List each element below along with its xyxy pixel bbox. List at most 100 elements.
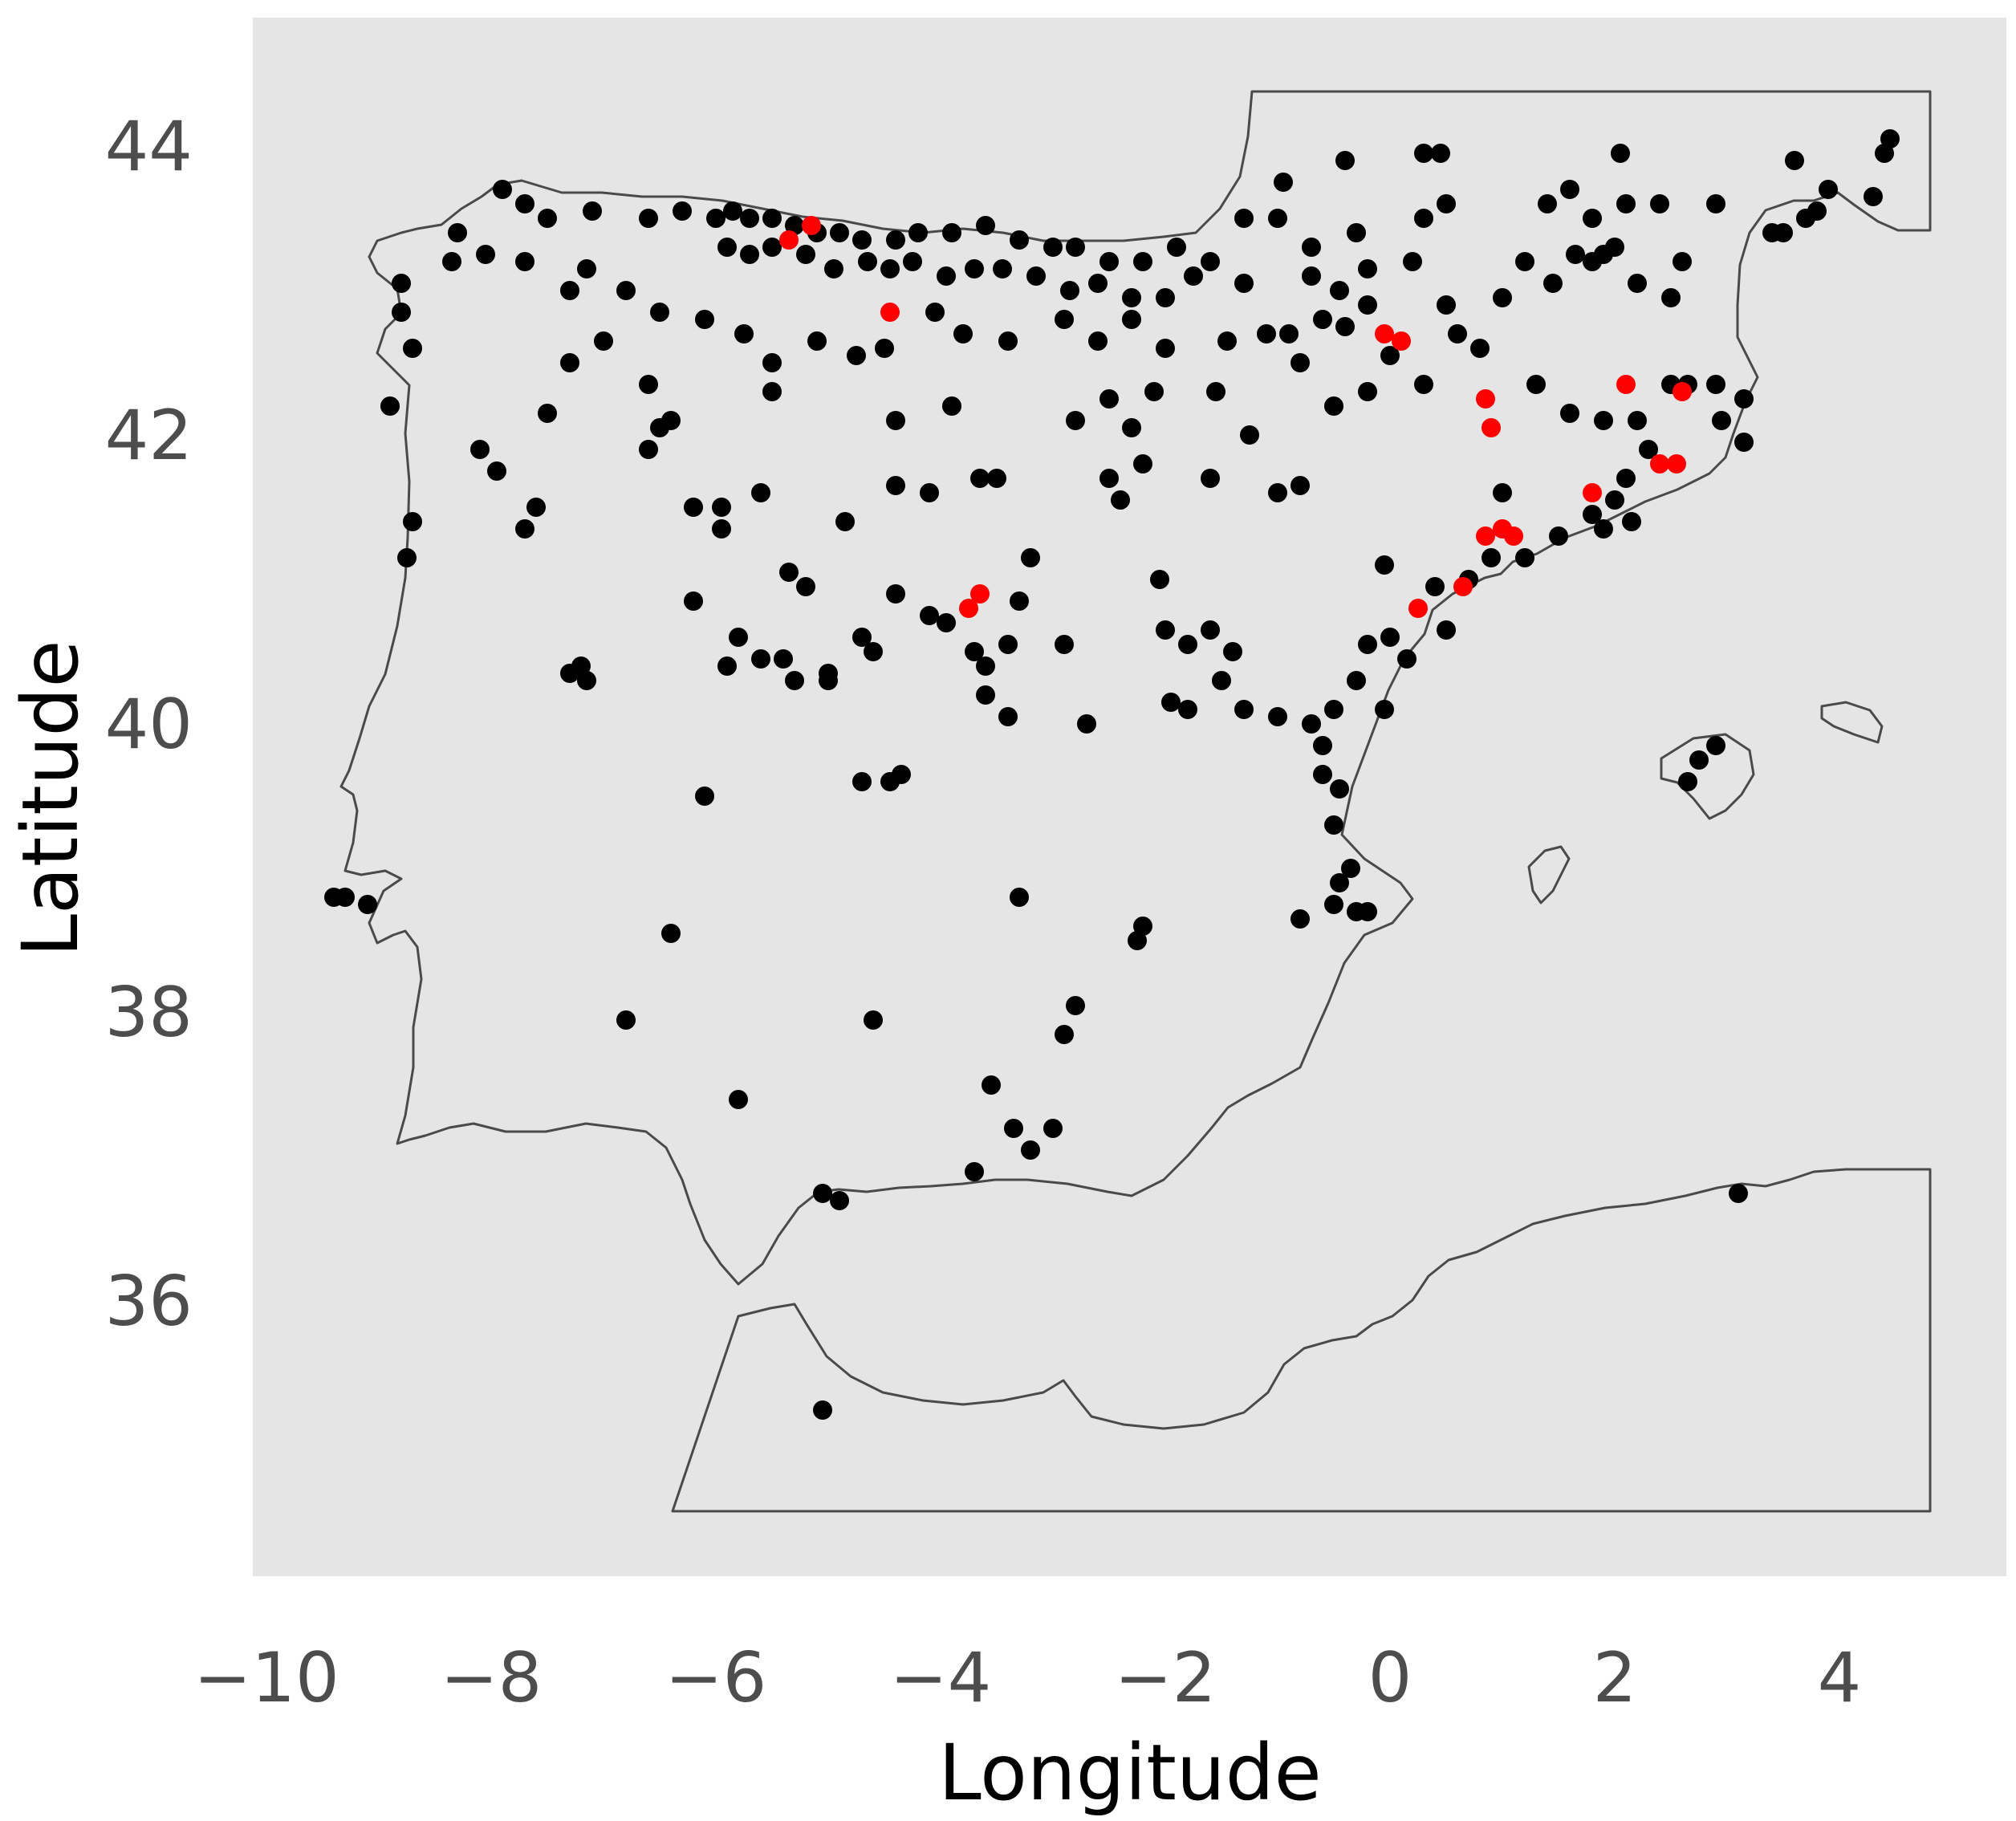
- occurrence-point: [965, 259, 984, 278]
- occurrence-point: [1184, 266, 1203, 286]
- occurrence-point: [1156, 620, 1175, 640]
- occurrence-point: [1358, 902, 1377, 921]
- occurrence-point: [1122, 310, 1141, 329]
- occurrence-point: [858, 252, 877, 271]
- occurrence-point: [970, 584, 990, 604]
- x-tick-label: 0: [1368, 1638, 1412, 1718]
- occurrence-point: [729, 1090, 748, 1109]
- occurrence-point: [1133, 917, 1152, 936]
- occurrence-point: [1335, 151, 1355, 170]
- occurrence-point: [1066, 996, 1085, 1015]
- occurrence-point: [526, 498, 546, 517]
- occurrence-point: [1077, 714, 1096, 734]
- occurrence-point: [819, 671, 838, 690]
- occurrence-point: [1605, 490, 1624, 510]
- occurrence-point: [1156, 339, 1175, 358]
- occurrence-point: [1240, 425, 1259, 445]
- occurrence-point: [762, 209, 782, 228]
- occurrence-point: [1133, 454, 1152, 474]
- occurrence-point: [1734, 433, 1754, 452]
- occurrence-point: [751, 649, 770, 669]
- occurrence-point: [1734, 389, 1754, 409]
- occurrence-point: [1324, 895, 1343, 914]
- occurrence-point: [1330, 281, 1349, 300]
- occurrence-point: [1650, 454, 1669, 474]
- occurrence-point: [998, 635, 1018, 654]
- occurrence-point: [476, 245, 495, 264]
- occurrence-point: [1234, 274, 1254, 293]
- occurrence-point: [1150, 570, 1169, 589]
- x-axis: −10 −8 −6 −4 −2 0 2 4 Longitude: [193, 1638, 1861, 1818]
- occurrence-point: [1414, 144, 1433, 163]
- occurrence-point: [864, 642, 883, 661]
- occurrence-point: [1543, 274, 1563, 293]
- occurrence-point: [1026, 266, 1046, 286]
- occurrence-point: [1639, 440, 1658, 459]
- occurrence-point: [639, 375, 658, 394]
- occurrence-point: [937, 613, 956, 632]
- occurrence-point: [1144, 382, 1164, 401]
- occurrence-point: [577, 671, 596, 690]
- occurrence-point: [1290, 353, 1310, 372]
- occurrence-point: [1453, 577, 1473, 596]
- occurrence-point: [1341, 859, 1360, 878]
- occurrence-point: [1302, 238, 1321, 257]
- occurrence-point: [717, 238, 737, 257]
- occurrence-point: [740, 209, 759, 228]
- y-tick-label: 40: [105, 685, 193, 765]
- occurrence-point: [1330, 779, 1349, 799]
- occurrence-point: [1762, 223, 1782, 242]
- occurrence-point: [1785, 151, 1804, 170]
- occurrence-point: [852, 628, 872, 647]
- occurrence-point: [796, 245, 815, 264]
- occurrence-point: [1712, 411, 1731, 430]
- plot-panel: [253, 18, 2006, 1576]
- y-tick-label: 36: [105, 1262, 193, 1342]
- ibiza-outline: [1527, 845, 1571, 904]
- occurrence-point: [762, 238, 782, 257]
- occurrence-point: [1437, 295, 1456, 315]
- occurrence-point: [1178, 635, 1197, 654]
- occurrence-point: [1706, 375, 1725, 394]
- occurrence-point: [1043, 238, 1063, 257]
- occurrence-point: [493, 180, 512, 199]
- occurrence-point: [1358, 295, 1377, 315]
- occurrence-point: [1324, 396, 1343, 416]
- occurrence-point: [1274, 173, 1293, 192]
- occurrence-point: [987, 469, 1006, 488]
- occurrence-point: [1010, 591, 1029, 611]
- occurrence-point: [976, 685, 995, 705]
- occurrence-point: [639, 440, 658, 459]
- occurrence-point: [1290, 476, 1310, 495]
- occurrence-point: [1493, 483, 1512, 502]
- occurrence-point: [1161, 693, 1181, 712]
- occurrence-point: [779, 563, 799, 582]
- occurrence-point: [695, 310, 714, 329]
- occurrence-point: [1583, 505, 1602, 524]
- occurrence-point: [1538, 194, 1557, 213]
- occurrence-point: [813, 1400, 832, 1420]
- mallorca-outline: [1660, 733, 1755, 820]
- occurrence-point: [1178, 700, 1197, 719]
- occurrence-point: [864, 1010, 883, 1030]
- occurrence-point: [1313, 765, 1332, 784]
- occurrence-point: [358, 895, 377, 914]
- occurrence-point: [1397, 649, 1416, 669]
- occurrence-point: [813, 1184, 832, 1203]
- occurrence-point: [1594, 411, 1613, 430]
- occurrence-point: [886, 230, 905, 250]
- occurrence-point: [830, 1191, 849, 1210]
- occurrence-point: [695, 787, 714, 806]
- occurrence-point: [976, 216, 995, 235]
- occurrence-point: [1375, 700, 1394, 719]
- occurrence-point: [993, 259, 1012, 278]
- occurrence-point: [1864, 187, 1883, 206]
- occurrence-point: [1088, 331, 1108, 351]
- occurrence-point: [673, 201, 692, 221]
- occurrence-point: [1133, 252, 1152, 271]
- occurrence-point: [1324, 700, 1343, 719]
- occurrence-point: [1392, 331, 1411, 351]
- occurrence-point: [1010, 230, 1029, 250]
- occurrence-point: [1470, 339, 1490, 358]
- occurrence-point: [796, 577, 815, 596]
